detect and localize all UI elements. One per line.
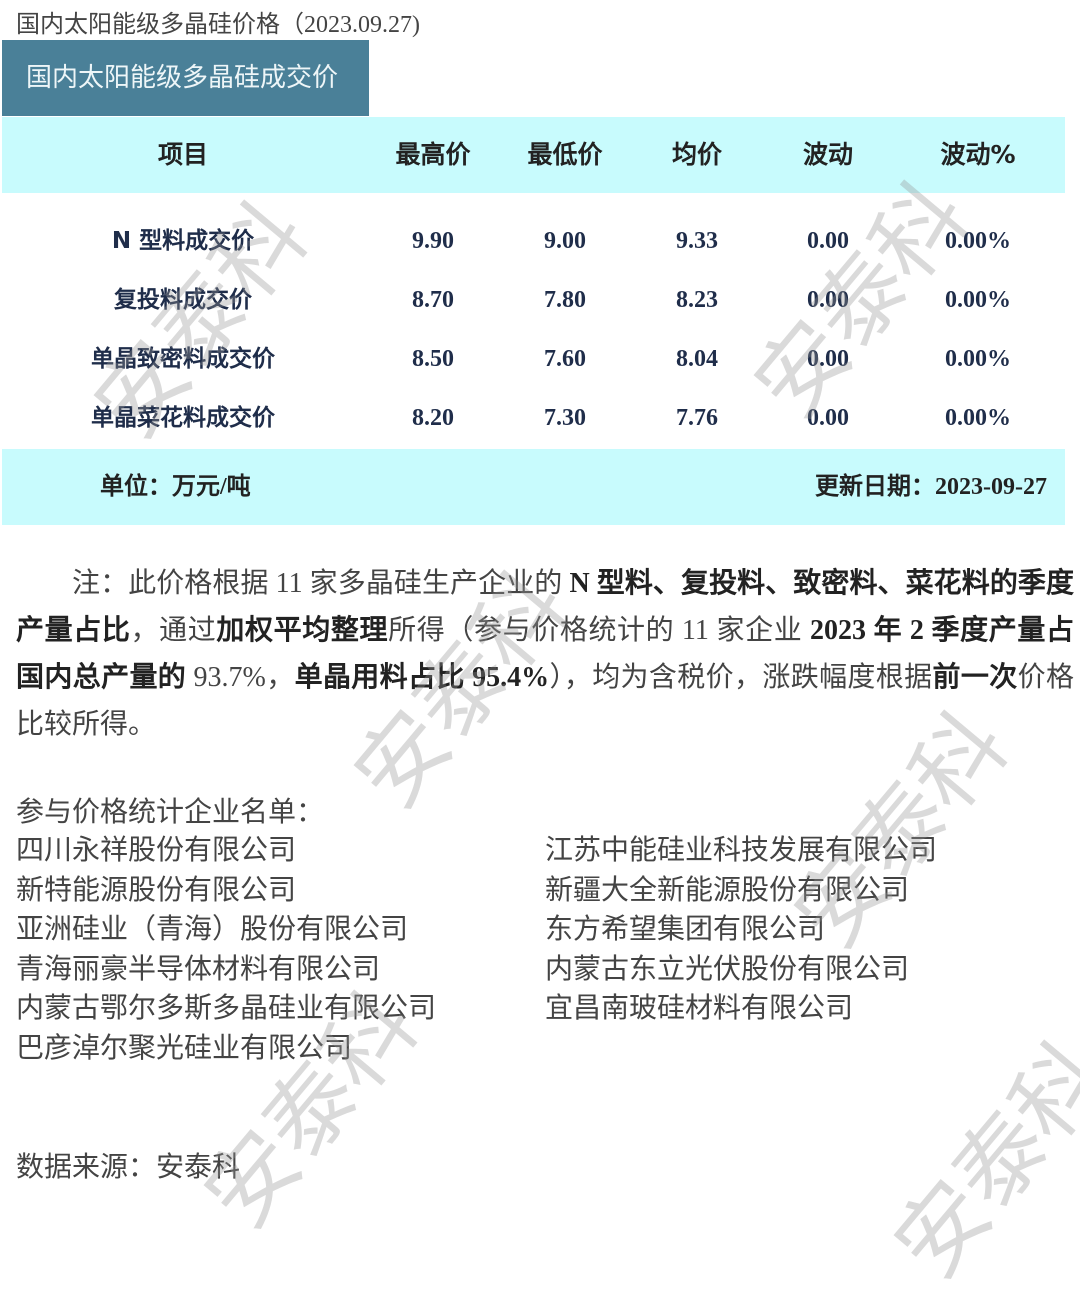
note-segment: N 型料、复投料、致密料、菜花料的季度产量占比 bbox=[16, 568, 1074, 646]
note-segment: 单晶用料占比 95.4% bbox=[294, 662, 550, 693]
row-value: 9.90 bbox=[412, 228, 454, 254]
note-segment: ），均为含税价，涨跌幅度根据 bbox=[549, 662, 933, 693]
company-name: 江苏中能硅业科技发展有限公司 bbox=[545, 835, 938, 866]
note-segment: 价格比较所得。 bbox=[16, 662, 1074, 740]
company-name: 巴彦淖尔聚光硅业有限公司 bbox=[16, 1032, 353, 1064]
row-value: 8.20 bbox=[412, 405, 454, 431]
row-label: 单晶致密料成交价 bbox=[91, 346, 275, 372]
row-value: 8.04 bbox=[676, 346, 718, 372]
row-value: 7.30 bbox=[544, 405, 586, 431]
table-header-row: 项目 最高价 最低价 均价 波动 波动% bbox=[2, 117, 1065, 193]
table-body: N 型料成交价 9.90 9.00 9.33 0.00 0.00% 复投料成交价 8.70 7.… bbox=[2, 193, 1065, 449]
row-value: 0.00 bbox=[807, 287, 849, 313]
header-change: 波动 bbox=[802, 140, 854, 169]
note-segment: 加权平均整理 bbox=[216, 615, 389, 646]
row-label: 单晶菜花料成交价 bbox=[91, 405, 275, 431]
row-value: 8.70 bbox=[412, 287, 454, 313]
row-value: 0.00% bbox=[945, 346, 1011, 372]
company-name: 新疆大全新能源股份有限公司 bbox=[545, 874, 910, 906]
table-row: 单晶菜花料成交价 8.20 7.30 7.76 0.00 0.00% bbox=[2, 389, 1065, 448]
companies-left: 四川永祥股份有限公司 新特能源股份有限公司亚洲硅业（青海）股份有限公司 青海丽豪半导… bbox=[16, 831, 436, 1068]
row-value: 0.00 bbox=[807, 405, 849, 431]
company-name: 青海丽豪半导体材料有限公司 bbox=[16, 953, 381, 985]
table-banner: 国内太阳能级多晶硅成交价 bbox=[2, 40, 369, 116]
price-table: 项目 最高价 最低价 均价 波动 波动% N 型料成交价 9.90 9.00 9.33… bbox=[2, 117, 1065, 525]
note-segment: 2023 年 2 季度产量占国内总产量的 bbox=[16, 615, 1074, 693]
row-label: N 型料成交价 bbox=[111, 228, 255, 254]
company-name: 内蒙古鄂尔多斯多晶硅业有限公司 bbox=[16, 993, 437, 1024]
header-high: 最高价 bbox=[395, 140, 471, 169]
row-value: 0.00% bbox=[945, 405, 1011, 431]
note-paragraph: 注：此价格根据 11 家多晶硅生产企业的 N 型料、复投料、致密料、菜花料的季度… bbox=[16, 560, 1074, 748]
companies-label: 参与价格统计企业名单： bbox=[16, 797, 325, 828]
watermark: 安泰科 bbox=[874, 1023, 1080, 1298]
update-date: 更新日期：2023-09-27 bbox=[815, 474, 1047, 500]
company-name: 东方希望集团有限公司 bbox=[545, 914, 826, 945]
unit-label: 单位：万元/吨 bbox=[100, 474, 251, 500]
page-title: 国内太阳能级多晶硅价格（2023.09.27) bbox=[16, 12, 420, 38]
row-value: 7.60 bbox=[544, 346, 586, 372]
companies-right: 江苏中能硅业科技发展有限公司 新疆大全新能源股份有限公司 东方希望集团有限公司内蒙古… bbox=[545, 831, 937, 1029]
row-value: 0.00% bbox=[945, 228, 1011, 254]
row-value: 8.23 bbox=[676, 287, 718, 313]
table-row: 单晶致密料成交价 8.50 7.60 8.04 0.00 0.00% bbox=[2, 330, 1065, 389]
table-row: 复投料成交价 8.70 7.80 8.23 0.00 0.00% bbox=[2, 271, 1065, 330]
row-label: 复投料成交价 bbox=[114, 287, 252, 313]
note-segment: 所得（参与价格统计的 11 家企业 bbox=[388, 615, 810, 646]
row-value: 0.00 bbox=[807, 346, 849, 372]
row-value: 7.80 bbox=[544, 287, 586, 313]
company-name: 四川永祥股份有限公司 bbox=[16, 835, 297, 866]
header-change-pct: 波动% bbox=[940, 140, 1016, 169]
row-value: 7.76 bbox=[676, 405, 718, 431]
company-name: 宜昌南玻硅材料有限公司 bbox=[545, 993, 854, 1024]
table-footer-row: 单位：万元/吨 更新日期：2023-09-27 bbox=[2, 449, 1065, 525]
note-segment: 93.7%， bbox=[186, 662, 295, 693]
row-value: 0.00 bbox=[807, 228, 849, 254]
header-low: 最低价 bbox=[527, 140, 603, 169]
company-name: 新特能源股份有限公司 bbox=[16, 874, 297, 906]
note-segment: 前一次 bbox=[932, 662, 1018, 693]
row-value: 0.00% bbox=[945, 287, 1011, 313]
table-row: N 型料成交价 9.90 9.00 9.33 0.00 0.00% bbox=[2, 212, 1065, 271]
row-value: 9.33 bbox=[676, 228, 718, 254]
row-value: 9.00 bbox=[544, 228, 586, 254]
note-segment: ，通过 bbox=[130, 615, 217, 646]
company-name: 亚洲硅业（青海）股份有限公司 bbox=[16, 914, 409, 945]
header-item: 项目 bbox=[157, 140, 209, 169]
company-name: 内蒙古东立光伏股份有限公司 bbox=[545, 953, 910, 985]
row-value: 8.50 bbox=[412, 346, 454, 372]
header-avg: 均价 bbox=[671, 140, 723, 169]
note-segment: 注：此价格根据 11 家多晶硅生产企业的 bbox=[72, 568, 570, 599]
data-source: 数据来源：安泰科 bbox=[16, 1152, 241, 1183]
